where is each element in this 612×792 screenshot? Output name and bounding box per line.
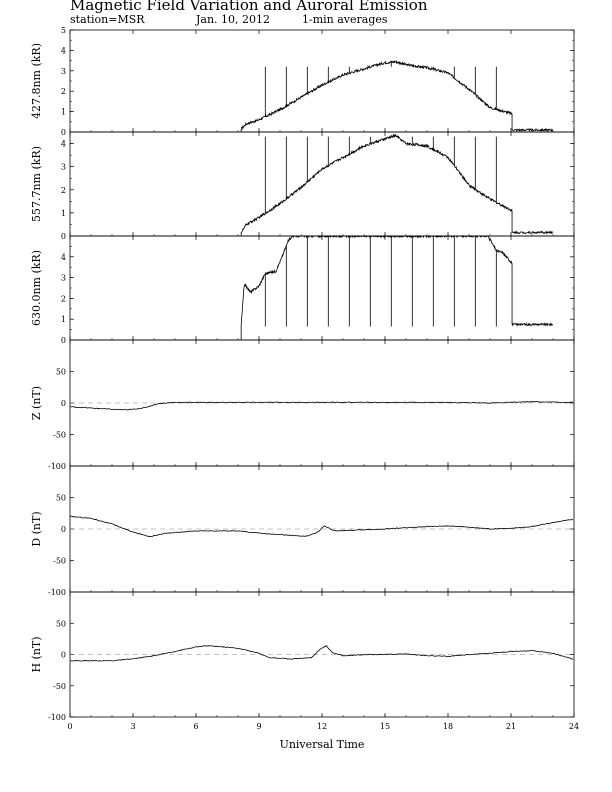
x-tick-label: 12: [317, 722, 327, 731]
series-line: [240, 133, 513, 234]
y-tick-label: -100: [48, 588, 66, 597]
y-tick-label: 2: [61, 294, 66, 303]
panel-frame: [69, 131, 575, 237]
y-tick-label: 1: [61, 315, 66, 324]
series-line: [240, 234, 513, 326]
x-tick-label: 3: [130, 722, 135, 731]
chart-title: Magnetic Field Variation and Auroral Emi…: [70, 0, 428, 14]
panel-630-0nm: 0 1 2 3 4 630.0nm (kR): [30, 234, 575, 345]
x-tick-label: 18: [443, 722, 453, 731]
x-axis-label: Universal Time: [280, 738, 365, 751]
x-tick-label: 0: [67, 722, 72, 731]
date-label: Jan. 10, 2012: [196, 13, 271, 26]
y-tick-label: 3: [61, 274, 66, 283]
y-tick-label: 0: [61, 399, 66, 408]
y-tick-label: -100: [48, 462, 66, 471]
x-tick-label: 15: [380, 722, 390, 731]
y-tick-label: 0: [61, 232, 66, 241]
station-label: station=MSR: [70, 13, 145, 26]
series-line: [69, 515, 574, 538]
y-tick-label: 0: [61, 525, 66, 534]
y-tick-label: 0: [61, 128, 66, 137]
panel-557-7nm: 0 1 2 3 4 557.7nm (kR): [30, 131, 575, 241]
series-line: [240, 59, 513, 131]
y-tick-label: 1: [61, 108, 66, 117]
panel-frame: [69, 29, 575, 133]
y-tick-label: 1: [61, 209, 66, 218]
x-tick-label: 21: [506, 722, 516, 731]
y-tick-label: 0: [61, 651, 66, 660]
y-tick-label: 0: [61, 336, 66, 345]
y-tick-label: 2: [61, 186, 66, 195]
y-tick-label: 4: [61, 253, 66, 262]
y-tick-label: -100: [48, 713, 66, 722]
y-axis-label: Z (nT): [30, 386, 43, 420]
x-tick-label: 9: [256, 722, 261, 731]
panel-h: -100 -50 0 50 H (nT): [30, 591, 575, 722]
y-tick-label: 4: [61, 46, 66, 55]
y-tick-label: 4: [61, 140, 66, 149]
x-tick-label: 24: [569, 722, 579, 731]
y-axis-label: 630.0nm (kR): [30, 250, 43, 326]
y-tick-label: -50: [53, 682, 66, 691]
y-tick-label: 2: [61, 87, 66, 96]
y-tick-label: 50: [56, 368, 66, 377]
y-axis-label: H (nT): [30, 636, 43, 672]
y-tick-label: 50: [56, 619, 66, 628]
series-tail: [511, 127, 554, 133]
averaging-label: 1-min averages: [302, 13, 388, 26]
panel-frame: [69, 235, 575, 341]
series-tail: [511, 230, 553, 235]
panel-z: -100 -50 0 50 Z (nT): [30, 339, 575, 471]
panel-d: -100 -50 0 50 D (nT): [30, 465, 575, 597]
y-tick-label: -50: [53, 431, 66, 440]
y-tick-label: 3: [61, 67, 66, 76]
y-axis-label: D (nT): [30, 511, 43, 546]
y-tick-label: -50: [53, 557, 66, 566]
y-tick-label: 50: [56, 494, 66, 503]
y-axis-label: 557.7nm (kR): [30, 146, 43, 222]
series-line: [69, 400, 573, 411]
series-line: [69, 644, 574, 662]
y-axis-label: 427.8nm (kR): [30, 43, 43, 119]
panel-427-8nm: 0 1 2 3 4 5 427.8nm (kR): [30, 26, 575, 137]
y-tick-label: 3: [61, 163, 66, 172]
series-tail: [511, 322, 553, 327]
x-tick-label: 6: [193, 722, 198, 731]
y-tick-label: 5: [61, 26, 66, 35]
